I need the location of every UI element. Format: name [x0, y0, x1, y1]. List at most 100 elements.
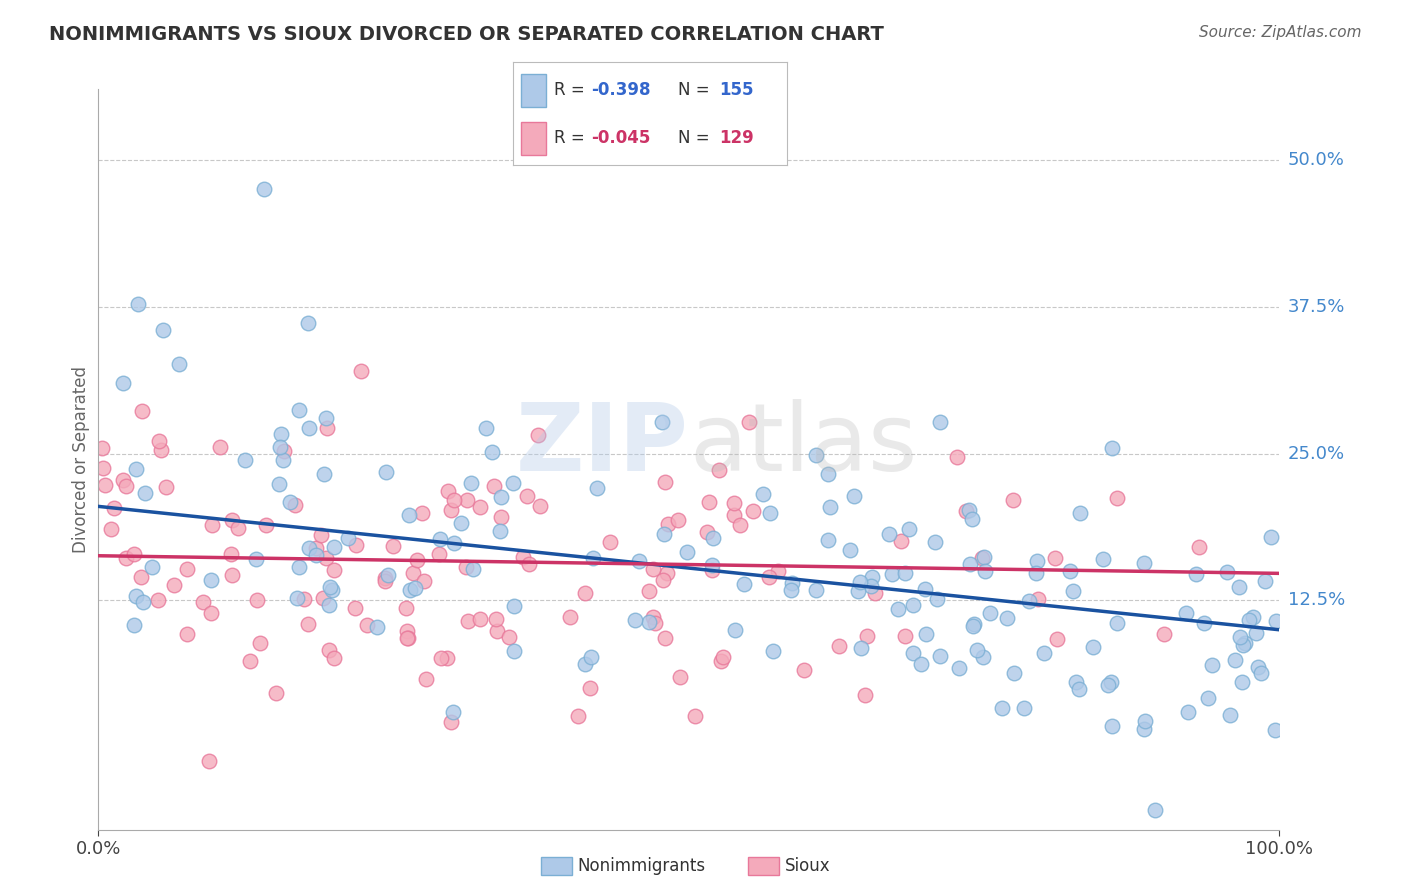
Point	[700, 558, 723, 573]
Point	[1046, 632, 1069, 647]
Point	[910, 657, 932, 671]
Point	[849, 574, 872, 589]
Point	[963, 616, 986, 631]
Point	[103, 501, 125, 516]
Point	[863, 586, 886, 600]
Point	[995, 610, 1018, 624]
Point	[915, 626, 938, 640]
Point	[1107, 615, 1129, 630]
Point	[129, 570, 152, 584]
Point	[758, 570, 780, 584]
Point	[925, 591, 948, 606]
Point	[457, 615, 479, 629]
Point	[201, 518, 224, 533]
Point	[1254, 574, 1277, 588]
Y-axis label: Divorced or Separated: Divorced or Separated	[72, 366, 90, 553]
Point	[696, 524, 718, 539]
Point	[846, 584, 869, 599]
Point	[439, 503, 461, 517]
Point	[1132, 722, 1154, 736]
Point	[382, 539, 405, 553]
Point	[315, 421, 337, 435]
Point	[315, 410, 337, 425]
Point	[221, 547, 243, 561]
Point	[305, 548, 328, 562]
Point	[374, 574, 396, 589]
Point	[249, 636, 271, 650]
Text: 12.5%: 12.5%	[1288, 591, 1346, 609]
Point	[966, 642, 988, 657]
Bar	[522, 122, 546, 155]
Point	[929, 415, 952, 429]
Point	[398, 508, 420, 522]
Point	[191, 595, 214, 609]
Point	[1250, 665, 1272, 680]
Point	[1001, 493, 1024, 508]
Text: Nonimmigrants: Nonimmigrants	[578, 857, 706, 875]
Point	[1067, 682, 1090, 697]
Text: 129: 129	[718, 129, 754, 147]
Point	[1188, 541, 1211, 555]
Point	[141, 559, 163, 574]
Point	[849, 641, 872, 656]
Point	[780, 576, 803, 591]
Point	[1219, 708, 1241, 723]
Point	[1026, 554, 1049, 568]
Point	[707, 463, 730, 477]
Point	[666, 513, 689, 527]
Point	[292, 592, 315, 607]
Point	[723, 508, 745, 522]
Point	[894, 566, 917, 580]
Point	[150, 443, 173, 458]
Point	[344, 538, 367, 552]
Point	[1216, 566, 1239, 580]
Point	[440, 714, 463, 729]
Point	[1133, 714, 1156, 728]
Point	[148, 434, 170, 448]
Point	[887, 602, 910, 616]
Text: N =: N =	[678, 81, 714, 99]
Point	[655, 566, 678, 580]
Point	[1184, 567, 1206, 582]
Point	[297, 316, 319, 330]
Point	[711, 650, 734, 665]
Point	[503, 599, 526, 613]
Point	[125, 462, 148, 476]
Point	[516, 489, 538, 503]
Point	[321, 582, 343, 597]
Point	[1260, 530, 1282, 544]
Point	[654, 475, 676, 490]
Point	[1223, 652, 1246, 666]
Point	[676, 545, 699, 559]
Point	[503, 644, 526, 658]
Point	[1177, 705, 1199, 719]
Point	[127, 297, 149, 311]
Point	[114, 550, 136, 565]
Point	[322, 563, 344, 577]
Point	[312, 467, 335, 481]
Point	[1032, 646, 1054, 660]
Point	[991, 701, 1014, 715]
Point	[176, 626, 198, 640]
Point	[443, 493, 465, 508]
Point	[155, 480, 177, 494]
Point	[474, 421, 496, 435]
Point	[375, 465, 398, 479]
Text: 37.5%: 37.5%	[1288, 298, 1346, 316]
Point	[972, 650, 994, 665]
Point	[1002, 665, 1025, 680]
Point	[1069, 506, 1091, 520]
Point	[396, 631, 419, 645]
Point	[437, 484, 460, 499]
Point	[804, 583, 827, 598]
Point	[366, 619, 388, 633]
Point	[468, 500, 491, 515]
Point	[134, 486, 156, 500]
Point	[200, 574, 222, 588]
Point	[574, 586, 596, 600]
Point	[723, 496, 745, 510]
Point	[527, 428, 550, 442]
Point	[962, 619, 984, 633]
Point	[399, 582, 422, 597]
Point	[643, 562, 665, 576]
